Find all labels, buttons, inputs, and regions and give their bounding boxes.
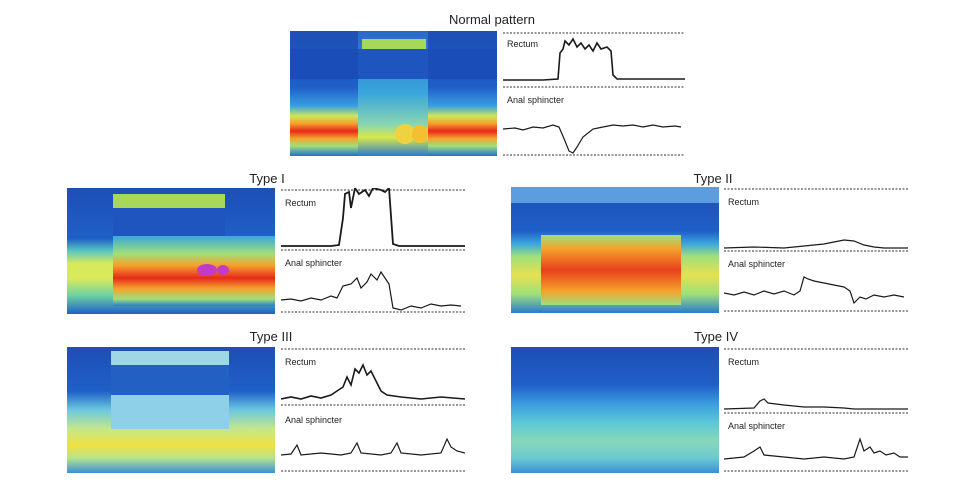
traces-type1: Rectum Anal sphincter <box>281 188 465 314</box>
sphincter-label-normal: Anal sphincter <box>507 95 564 105</box>
heatmap-normal <box>290 31 497 156</box>
rectum-label-type3: Rectum <box>285 357 316 367</box>
panel-title-type2: Type II <box>693 171 733 186</box>
heatmap-type2 <box>511 187 719 313</box>
heatmap-type1 <box>67 188 275 314</box>
heatmap-type3 <box>67 347 275 473</box>
traces-type4: Rectum Anal sphincter <box>724 347 908 473</box>
sphincter-label-type1: Anal sphincter <box>285 258 342 268</box>
panel-title-type4: Type IV <box>693 329 739 344</box>
panel-title-type1: Type I <box>249 171 285 186</box>
sphincter-label-type2: Anal sphincter <box>728 259 785 269</box>
rectum-label-type2: Rectum <box>728 197 759 207</box>
traces-normal: Rectum Anal sphincter <box>503 31 685 157</box>
rectum-label-type1: Rectum <box>285 198 316 208</box>
traces-type2: Rectum Anal sphincter <box>724 187 908 313</box>
sphincter-label-type3: Anal sphincter <box>285 415 342 425</box>
sphincter-label-type4: Anal sphincter <box>728 421 785 431</box>
panel-title-normal: Normal pattern <box>449 12 535 27</box>
rectum-label-normal: Rectum <box>507 39 538 49</box>
traces-type3: Rectum Anal sphincter <box>281 347 465 473</box>
rectum-label-type4: Rectum <box>728 357 759 367</box>
panel-title-type3: Type III <box>249 329 293 344</box>
heatmap-type4 <box>511 347 719 473</box>
